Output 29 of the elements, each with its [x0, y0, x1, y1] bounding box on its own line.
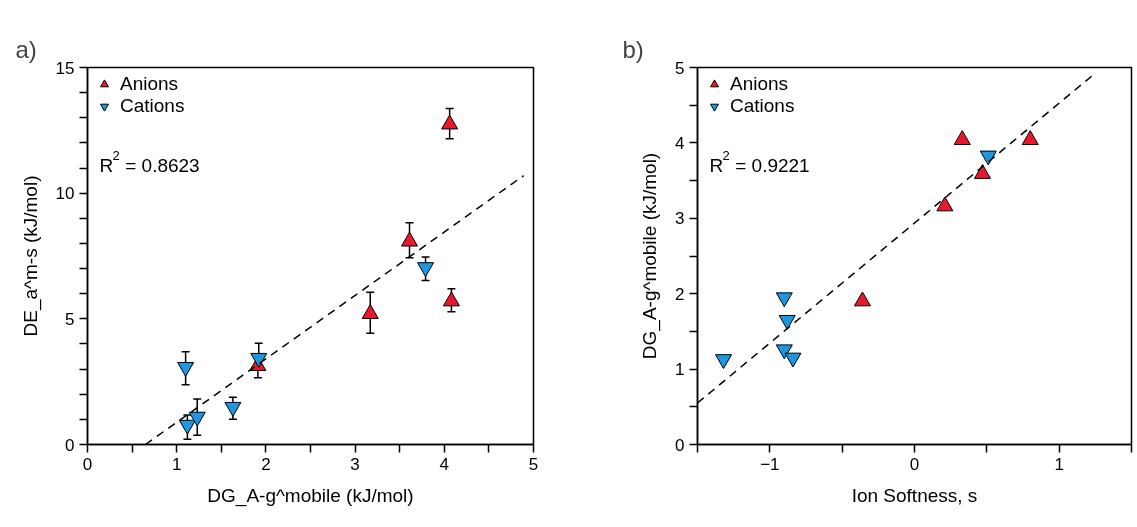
legend-label: Anions [730, 73, 789, 95]
y-tick-label: 2 [675, 284, 685, 304]
y-tick-label: 0 [675, 435, 685, 455]
x-tick-label: 3 [350, 454, 360, 474]
legend-label: Cations [730, 95, 795, 117]
y-tick-label: 5 [65, 309, 75, 329]
chart-title: a) [15, 35, 37, 63]
x-axis-title: Ion Softness, s [851, 484, 978, 506]
y-axis-title: DG_A-g^mobile (kJ/mol) [639, 152, 662, 360]
chart-title: b) [622, 35, 644, 63]
legend-label: Cations [120, 95, 185, 117]
y-axis-title: DE_a^m-s (kJ/mol) [19, 175, 42, 337]
y-tick-label: 4 [675, 133, 685, 153]
x-tick-label: 5 [528, 454, 539, 474]
y-tick-label: 5 [675, 58, 685, 78]
y-tick-label: 3 [675, 209, 685, 229]
y-tick-label: 1 [675, 360, 685, 380]
x-tick-label: 1 [171, 454, 182, 474]
x-tick-label: 0 [82, 454, 93, 474]
y-tick-label: 10 [55, 184, 75, 204]
x-tick-label: 2 [261, 454, 271, 474]
x-axis-title: DG_A-g^mobile (kJ/mol) [207, 484, 414, 507]
legend-label: Anions [120, 73, 179, 95]
x-tick-label: 1 [1054, 454, 1064, 474]
y-tick-label: 0 [65, 435, 75, 455]
x-tick-label: −1 [760, 454, 780, 474]
y-tick-label: 15 [55, 58, 75, 78]
x-tick-label: 4 [439, 454, 450, 474]
x-tick-label: 0 [909, 454, 920, 474]
